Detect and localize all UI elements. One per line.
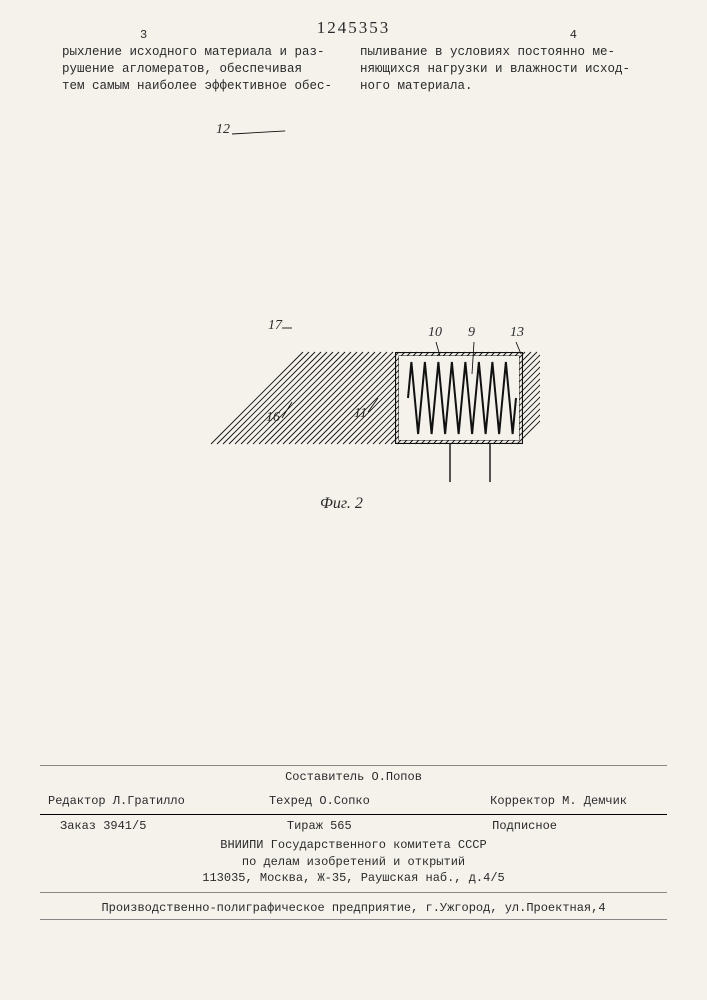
org-line-2: по делам изобретений и открытий [40, 854, 667, 870]
ref-13: 13 [510, 325, 524, 341]
ref-17: 17 [268, 318, 282, 334]
corrector-credit: Корректор М. Демчик [410, 794, 627, 808]
figure-2-diagram: 12 17 16 11 10 9 13 [160, 120, 540, 500]
order-row: Заказ 3941/5 Тираж 565 Подписное [40, 815, 667, 835]
ref-10: 10 [428, 325, 442, 341]
editor-credit: Редактор Л.Гратилло [48, 794, 229, 808]
col-num-left: 3 [140, 28, 147, 42]
figure-caption: Фиг. 2 [320, 495, 363, 513]
credit-row: Редактор Л.Гратилло Техред О.Сопко Корре… [40, 790, 667, 815]
compiler-line: Составитель О.Попов [40, 766, 667, 784]
tirage: Тираж 565 [287, 819, 352, 833]
ref-9: 9 [468, 325, 475, 341]
print-line: Производственно-полиграфическое предприя… [40, 895, 667, 920]
document-number: 1245353 [317, 18, 391, 38]
column-left-text: рыхление исходного материала и раз- руше… [62, 44, 334, 95]
org-addr: 113035, Москва, Ж-35, Раушская наб., д.4… [40, 870, 667, 886]
signed: Подписное [492, 819, 557, 833]
footer-block: Составитель О.Попов Редактор Л.Гратилло … [40, 761, 667, 920]
ref-16: 16 [266, 410, 280, 426]
col-num-right: 4 [570, 28, 577, 42]
ref-11: 11 [354, 406, 367, 422]
order-num: Заказ 3941/5 [60, 819, 146, 833]
ref-12: 12 [216, 122, 230, 138]
column-right-text: пыливание в условиях постоянно ме- няющи… [360, 44, 632, 95]
org-block: ВНИИПИ Государственного комитета СССР по… [40, 835, 667, 893]
techred-credit: Техред О.Сопко [229, 794, 410, 808]
org-line-1: ВНИИПИ Государственного комитета СССР [40, 837, 667, 853]
